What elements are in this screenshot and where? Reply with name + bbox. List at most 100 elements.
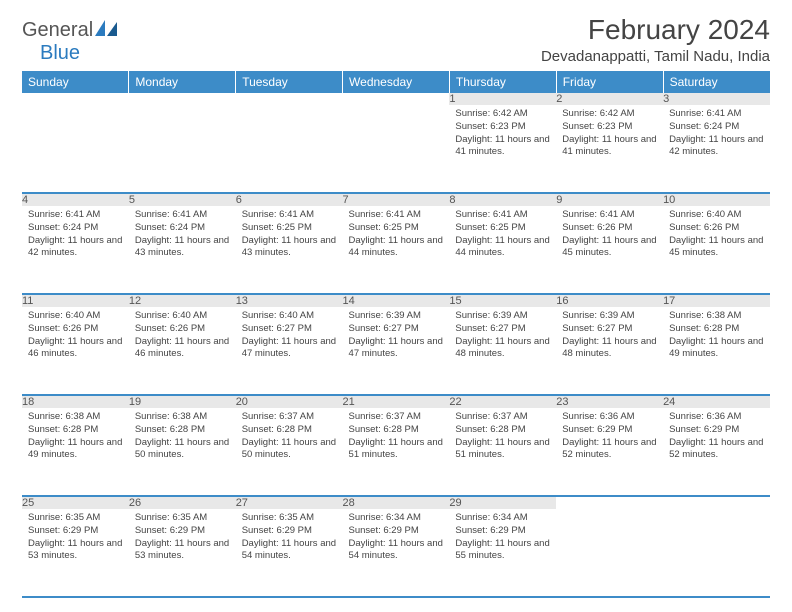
sunset-text: Sunset: 6:29 PM (135, 525, 230, 538)
sunrise-text: Sunrise: 6:35 AM (28, 512, 123, 525)
day-number-cell: 23 (556, 395, 663, 408)
day-number-cell (663, 496, 770, 509)
day-cell: Sunrise: 6:37 AMSunset: 6:28 PMDaylight:… (236, 408, 343, 496)
day-cell: Sunrise: 6:40 AMSunset: 6:26 PMDaylight:… (22, 307, 129, 395)
day-number-cell: 3 (663, 93, 770, 105)
sunset-text: Sunset: 6:27 PM (242, 323, 337, 336)
day-details: Sunrise: 6:41 AMSunset: 6:25 PMDaylight:… (449, 206, 556, 264)
day-cell: Sunrise: 6:37 AMSunset: 6:28 PMDaylight:… (449, 408, 556, 496)
day-details: Sunrise: 6:37 AMSunset: 6:28 PMDaylight:… (343, 408, 450, 466)
sunrise-text: Sunrise: 6:36 AM (562, 411, 657, 424)
sunset-text: Sunset: 6:25 PM (455, 222, 550, 235)
day-details: Sunrise: 6:39 AMSunset: 6:27 PMDaylight:… (556, 307, 663, 365)
sunrise-text: Sunrise: 6:38 AM (28, 411, 123, 424)
day-details: Sunrise: 6:40 AMSunset: 6:26 PMDaylight:… (22, 307, 129, 365)
calendar-table: Sunday Monday Tuesday Wednesday Thursday… (22, 71, 770, 598)
sunrise-text: Sunrise: 6:40 AM (135, 310, 230, 323)
daylight-text: Daylight: 11 hours and 45 minutes. (562, 235, 657, 261)
day-number-cell: 18 (22, 395, 129, 408)
day-number-cell: 9 (556, 193, 663, 206)
day-number-cell: 15 (449, 294, 556, 307)
sunset-text: Sunset: 6:28 PM (669, 323, 764, 336)
content-row: Sunrise: 6:35 AMSunset: 6:29 PMDaylight:… (22, 509, 770, 597)
weekday-header: Monday (129, 71, 236, 93)
weekday-header-row: Sunday Monday Tuesday Wednesday Thursday… (22, 71, 770, 93)
day-number-cell (22, 93, 129, 105)
weekday-header: Tuesday (236, 71, 343, 93)
sunrise-text: Sunrise: 6:35 AM (135, 512, 230, 525)
location: Devadanappatti, Tamil Nadu, India (541, 48, 770, 65)
day-number-cell: 25 (22, 496, 129, 509)
day-details: Sunrise: 6:41 AMSunset: 6:24 PMDaylight:… (22, 206, 129, 264)
day-cell: Sunrise: 6:39 AMSunset: 6:27 PMDaylight:… (449, 307, 556, 395)
day-cell: Sunrise: 6:36 AMSunset: 6:29 PMDaylight:… (663, 408, 770, 496)
day-cell: Sunrise: 6:38 AMSunset: 6:28 PMDaylight:… (663, 307, 770, 395)
content-row: Sunrise: 6:42 AMSunset: 6:23 PMDaylight:… (22, 105, 770, 193)
daylight-text: Daylight: 11 hours and 51 minutes. (455, 437, 550, 463)
daylight-text: Daylight: 11 hours and 46 minutes. (28, 336, 123, 362)
sunrise-text: Sunrise: 6:41 AM (135, 209, 230, 222)
daynum-row: 123 (22, 93, 770, 105)
daylight-text: Daylight: 11 hours and 44 minutes. (349, 235, 444, 261)
sunrise-text: Sunrise: 6:37 AM (349, 411, 444, 424)
sunset-text: Sunset: 6:29 PM (28, 525, 123, 538)
day-number-cell: 6 (236, 193, 343, 206)
day-number-cell: 21 (343, 395, 450, 408)
sunrise-text: Sunrise: 6:34 AM (349, 512, 444, 525)
day-cell: Sunrise: 6:41 AMSunset: 6:25 PMDaylight:… (449, 206, 556, 294)
sunrise-text: Sunrise: 6:39 AM (455, 310, 550, 323)
day-details: Sunrise: 6:41 AMSunset: 6:24 PMDaylight:… (129, 206, 236, 264)
day-cell: Sunrise: 6:41 AMSunset: 6:25 PMDaylight:… (236, 206, 343, 294)
day-details: Sunrise: 6:34 AMSunset: 6:29 PMDaylight:… (449, 509, 556, 567)
sunset-text: Sunset: 6:28 PM (349, 424, 444, 437)
daylight-text: Daylight: 11 hours and 43 minutes. (242, 235, 337, 261)
day-details: Sunrise: 6:35 AMSunset: 6:29 PMDaylight:… (22, 509, 129, 567)
sunset-text: Sunset: 6:26 PM (28, 323, 123, 336)
day-details: Sunrise: 6:40 AMSunset: 6:26 PMDaylight:… (129, 307, 236, 365)
weekday-header: Saturday (663, 71, 770, 93)
day-details: Sunrise: 6:37 AMSunset: 6:28 PMDaylight:… (236, 408, 343, 466)
daylight-text: Daylight: 11 hours and 45 minutes. (669, 235, 764, 261)
daylight-text: Daylight: 11 hours and 48 minutes. (455, 336, 550, 362)
daynum-row: 11121314151617 (22, 294, 770, 307)
day-number-cell: 1 (449, 93, 556, 105)
weekday-header: Sunday (22, 71, 129, 93)
logo: General Blue (22, 14, 117, 65)
day-details: Sunrise: 6:37 AMSunset: 6:28 PMDaylight:… (449, 408, 556, 466)
day-details: Sunrise: 6:40 AMSunset: 6:27 PMDaylight:… (236, 307, 343, 365)
content-row: Sunrise: 6:41 AMSunset: 6:24 PM Daylight:… (22, 206, 770, 294)
daylight-text: Daylight: 11 hours and 46 minutes. (135, 336, 230, 362)
daylight-text: Daylight: 11 hours and 42 minutes. (669, 134, 764, 160)
sunset-text: Sunset: 6:24 PM (135, 222, 230, 235)
content-row: Sunrise: 6:40 AMSunset: 6:26 PMDaylight:… (22, 307, 770, 395)
daylight-text: Daylight: 11 hours and 51 minutes. (349, 437, 444, 463)
daylight-text: Daylight: 11 hours and 53 minutes. (135, 538, 230, 564)
day-cell: Sunrise: 6:41 AMSunset: 6:24 PMDaylight:… (22, 206, 129, 294)
day-cell: Sunrise: 6:39 AMSunset: 6:27 PMDaylight:… (343, 307, 450, 395)
day-cell: Sunrise: 6:39 AMSunset: 6:27 PMDaylight:… (556, 307, 663, 395)
sunset-text: Sunset: 6:27 PM (349, 323, 444, 336)
sunset-text: Sunset: 6:27 PM (562, 323, 657, 336)
sunset-text: Sunset: 6:28 PM (242, 424, 337, 437)
day-number-cell: 16 (556, 294, 663, 307)
weekday-header: Wednesday (343, 71, 450, 93)
sunrise-text: Sunrise: 6:40 AM (669, 209, 764, 222)
day-cell: Sunrise: 6:42 AMSunset: 6:23 PMDaylight:… (556, 105, 663, 193)
day-number-cell: 17 (663, 294, 770, 307)
daylight-text: Daylight: 11 hours and 53 minutes. (28, 538, 123, 564)
day-cell (556, 509, 663, 597)
weekday-header: Friday (556, 71, 663, 93)
sunrise-text: Sunrise: 6:40 AM (28, 310, 123, 323)
day-cell (343, 105, 450, 193)
day-cell: Sunrise: 6:40 AMSunset: 6:26 PMDaylight:… (663, 206, 770, 294)
day-number-cell: 8 (449, 193, 556, 206)
daylight-text: Daylight: 11 hours and 41 minutes. (562, 134, 657, 160)
day-number-cell: 10 (663, 193, 770, 206)
day-cell: Sunrise: 6:41 AMSunset: 6:24 PMDaylight:… (663, 105, 770, 193)
day-details: Sunrise: 6:41 AMSunset: 6:25 PMDaylight:… (343, 206, 450, 264)
day-cell: Sunrise: 6:38 AMSunset: 6:28 PMDaylight:… (129, 408, 236, 496)
daylight-text: Daylight: 11 hours and 47 minutes. (349, 336, 444, 362)
sunset-text: Sunset: 6:23 PM (562, 121, 657, 134)
sunrise-text: Sunrise: 6:39 AM (349, 310, 444, 323)
month-title: February 2024 (541, 14, 770, 46)
